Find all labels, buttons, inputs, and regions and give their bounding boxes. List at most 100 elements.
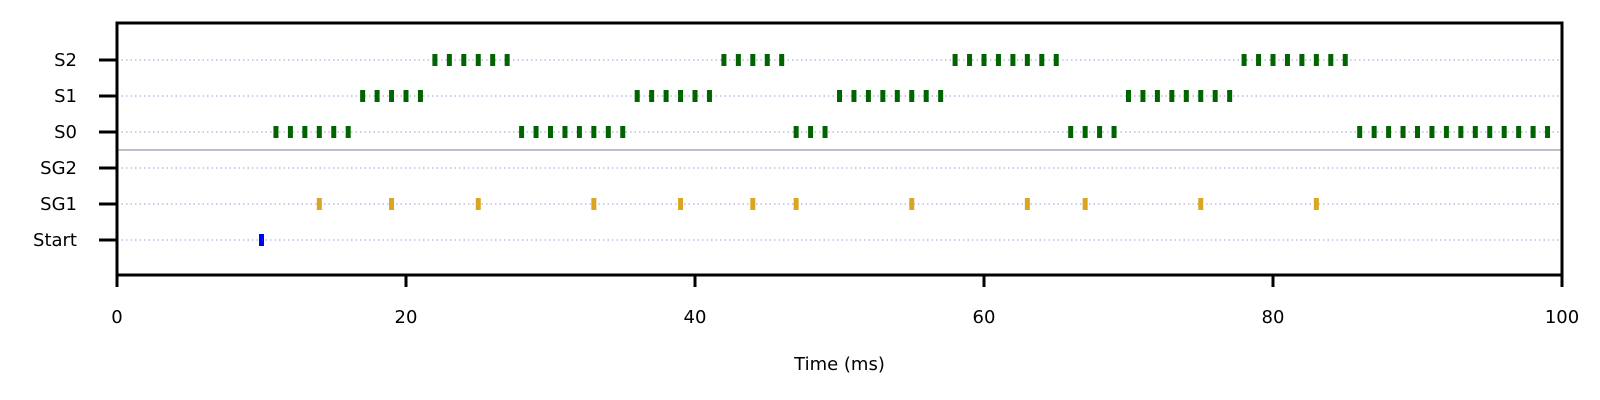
spike-mark-s1: [923, 90, 929, 102]
spike-mark-s1: [938, 90, 944, 102]
y-tick-label: S2: [54, 50, 77, 71]
spike-mark-s1: [1183, 90, 1189, 102]
spike-mark-s0: [1371, 126, 1377, 138]
spike-mark-s2: [446, 54, 452, 66]
spike-mark-s0: [1386, 126, 1392, 138]
x-axis: 0 20 40 60 80 100: [111, 275, 1579, 328]
spike-mark-s2: [1053, 54, 1059, 66]
spike-mark-s0: [1400, 126, 1406, 138]
spike-mark-s0: [576, 126, 582, 138]
x-tick-label: 20: [395, 307, 418, 328]
spike-mark-s1: [909, 90, 915, 102]
spike-mark-s2: [764, 54, 770, 66]
spike-mark-s1: [678, 90, 684, 102]
spike-mark-s2: [995, 54, 1001, 66]
spike-mark-sg1: [793, 198, 799, 210]
spike-mark-s0: [1082, 126, 1088, 138]
spike-mark-s0: [1415, 126, 1420, 138]
spike-mark-s2: [1270, 54, 1276, 66]
y-axis: S2 S1 S0 SG2 SG1 Start: [33, 50, 117, 251]
spike-mark-s0: [287, 126, 293, 138]
spike-mark-s2: [432, 54, 438, 66]
spike-mark-s0: [1443, 126, 1449, 138]
spike-mark-s0: [1501, 126, 1507, 138]
spike-mark-s1: [1227, 90, 1233, 102]
spike-mark-s0: [1530, 126, 1536, 138]
spike-mark-s2: [967, 54, 973, 66]
spike-mark-s1: [894, 90, 900, 102]
spike-mark-s1: [706, 90, 712, 102]
spike-mark-s1: [1212, 90, 1218, 102]
spike-mark-sg1: [1024, 198, 1030, 210]
spike-mark-sg1: [591, 198, 597, 210]
spike-mark-s1: [865, 90, 871, 102]
spike-mark-s2: [1342, 54, 1348, 66]
spike-mark-s1: [880, 90, 886, 102]
spike-mark-s1: [837, 90, 842, 102]
spike-mark-s2: [1010, 54, 1016, 66]
spike-mark-s0: [1111, 126, 1117, 138]
x-tick-label: 0: [111, 307, 122, 328]
spike-mark-s1: [374, 90, 380, 102]
spike-mark-s2: [779, 54, 785, 66]
spike-mark-s0: [519, 126, 525, 138]
spike-mark-s1: [1140, 90, 1146, 102]
spike-mark-s1: [403, 90, 409, 102]
spike-mark-s0: [808, 126, 814, 138]
spike-mark-s2: [952, 54, 958, 66]
spike-mark-s0: [1458, 126, 1464, 138]
spike-mark-s0: [822, 126, 828, 138]
spike-mark-s0: [1545, 126, 1551, 138]
spike-mark-s1: [360, 90, 366, 102]
spike-mark-sg1: [316, 198, 322, 210]
x-tick-label: 100: [1545, 307, 1579, 328]
spike-mark-s2: [1313, 54, 1319, 66]
spike-mark-s0: [331, 126, 337, 138]
spike-mark-s1: [1169, 90, 1175, 102]
spike-mark-sg1: [1198, 198, 1204, 210]
spike-mark-s2: [1299, 54, 1305, 66]
spike-mark-s0: [1068, 126, 1074, 138]
spike-mark-s1: [663, 90, 669, 102]
spike-mark-s2: [1256, 54, 1262, 66]
spike-mark-s2: [750, 54, 756, 66]
spike-mark-s0: [1472, 126, 1478, 138]
spike-mark-s1: [851, 90, 857, 102]
spike-mark-s0: [273, 126, 279, 138]
y-tick-label: SG1: [40, 194, 77, 215]
spike-mark-sg1: [1313, 198, 1319, 210]
spike-mark-s2: [490, 54, 496, 66]
spike-mark-s2: [504, 54, 510, 66]
spike-mark-s0: [302, 126, 308, 138]
spike-mark-sg1: [475, 198, 481, 210]
spike-mark-s2: [1284, 54, 1290, 66]
spike-mark-s0: [1487, 126, 1493, 138]
x-tick-label: 80: [1262, 307, 1285, 328]
spike-mark-s1: [649, 90, 655, 102]
x-tick-label: 40: [684, 307, 707, 328]
spike-mark-s0: [316, 126, 322, 138]
spike-mark-s0: [345, 126, 351, 138]
spike-mark-s1: [1198, 90, 1204, 102]
spike-mark-s1: [692, 90, 698, 102]
spike-mark-s2: [475, 54, 481, 66]
spike-mark-s0: [548, 126, 553, 138]
plot-frame: [115, 21, 1564, 277]
spike-mark-s2: [981, 54, 987, 66]
spike-mark-s1: [634, 90, 640, 102]
x-axis-title: Time (ms): [793, 354, 885, 375]
spike-mark-s0: [605, 126, 611, 138]
spike-mark-s0: [1516, 126, 1522, 138]
spike-mark-sg1: [909, 198, 915, 210]
spike-mark-s1: [417, 90, 423, 102]
spike-mark-s0: [533, 126, 539, 138]
spike-mark-sg1: [1082, 198, 1088, 210]
y-tick-label: SG2: [40, 158, 77, 179]
x-tick-label: 60: [973, 307, 996, 328]
spike-mark-s0: [591, 126, 597, 138]
spike-mark-s0: [1357, 126, 1363, 138]
spike-mark-s1: [1126, 90, 1131, 102]
spike-mark-s2: [1039, 54, 1045, 66]
spike-mark-sg1: [750, 198, 756, 210]
